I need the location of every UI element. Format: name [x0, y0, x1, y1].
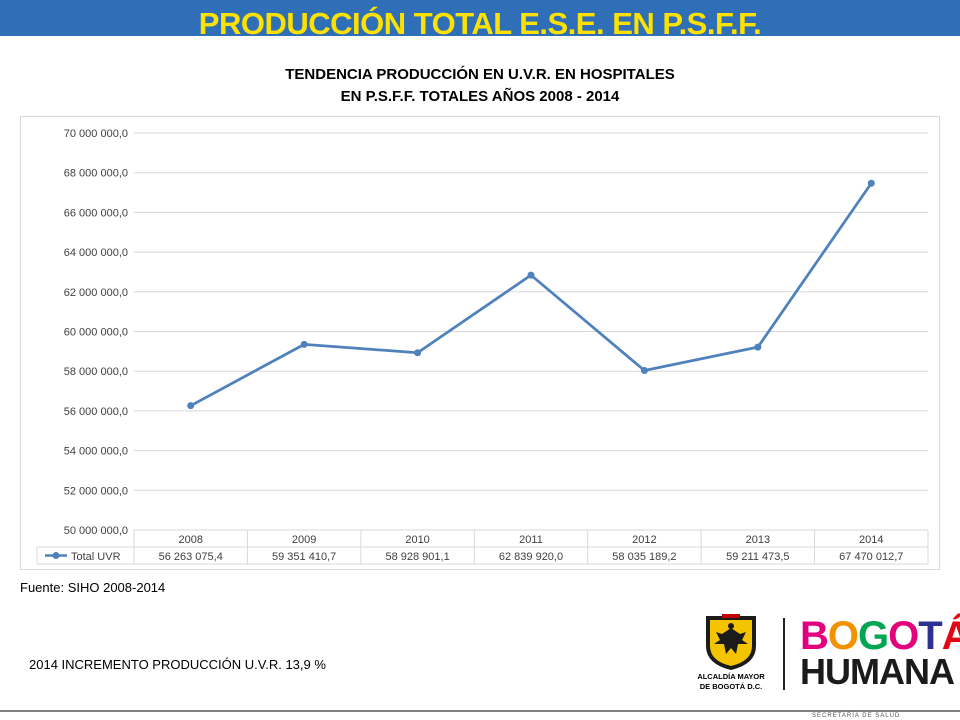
x-tick-label: 2009 — [292, 534, 316, 546]
bogota-letter: T — [918, 614, 942, 658]
series-line-total-uvr — [190, 182, 873, 407]
x-tick-label: 2008 — [178, 534, 202, 546]
data-point — [300, 340, 308, 348]
line-chart: 50 000 000,0 52 000 000,0 54 000 000,0 56 0… — [36, 128, 929, 565]
y-tick-label: 70 000 000,0 — [64, 128, 128, 140]
x-tick-label: 2014 — [859, 534, 883, 546]
humana-letter: M — [850, 651, 880, 692]
bogota-letter: B — [800, 614, 829, 658]
x-tick-label: 2010 — [405, 534, 429, 546]
chart-area: 50 000 000,0 52 000 000,0 54 000 000,0 56 0… — [20, 116, 940, 570]
coat-of-arms-icon — [706, 614, 756, 670]
y-tick-label: 60 000 000,0 — [64, 327, 128, 339]
humana-letter: A — [929, 651, 955, 692]
humana-letter: N — [904, 651, 930, 692]
data-point — [414, 349, 422, 357]
data-point — [754, 343, 762, 351]
bogota-letter: Á — [941, 614, 960, 658]
data-label: 62 839 920,0 — [499, 551, 563, 563]
footer-line — [0, 710, 960, 712]
increment-note: 2014 INCREMENTO PRODUCCIÓN U.V.R. 13,9 % — [29, 657, 326, 672]
y-tick-label: 66 000 000,0 — [64, 207, 128, 219]
bogota-letter: O — [827, 614, 859, 658]
humana-wordmark: HUMANA — [800, 651, 955, 692]
x-tick-label: 2012 — [632, 534, 656, 546]
legend-marker — [52, 552, 60, 559]
data-point — [640, 367, 648, 375]
footer-text: SECRETARÍA DE SALUD — [812, 713, 901, 719]
y-tick-label: 52 000 000,0 — [64, 485, 128, 497]
logo-divider — [783, 618, 785, 690]
bogota-letter: O — [888, 614, 919, 658]
humana-letter: H — [800, 651, 826, 692]
data-point — [867, 179, 875, 187]
title-bar — [0, 0, 960, 36]
y-tick-label: 68 000 000,0 — [64, 168, 128, 180]
data-label: 67 470 012,7 — [839, 551, 903, 563]
legend-label: Total UVR — [71, 551, 121, 563]
y-tick-label: 50 000 000,0 — [64, 525, 128, 537]
y-tick-label: 58 000 000,0 — [64, 366, 128, 378]
alcaldia-text-line1: ALCALDÍA MAYOR — [697, 672, 765, 681]
chart-title-line1: TENDENCIA PRODUCCIÓN EN U.V.R. EN HOSPIT… — [285, 66, 675, 83]
y-tick-label: 56 000 000,0 — [64, 406, 128, 418]
x-tick-label: 2013 — [746, 534, 770, 546]
x-tick-label: 2011 — [519, 534, 543, 546]
alcaldia-text: ALCALDÍA MAYOR DE BOGOTÁ D.C. — [692, 672, 770, 692]
data-label: 58 035 189,2 — [612, 551, 676, 563]
bogota-humana-logo: BOGOTÁ HUMANA — [800, 614, 960, 694]
data-label: 59 351 410,7 — [272, 551, 336, 563]
data-label: 58 928 901,1 — [385, 551, 449, 563]
data-label: 59 211 473,5 — [726, 551, 789, 563]
y-tick-label: 62 000 000,0 — [64, 287, 128, 299]
chart-title-line2: EN P.S.F.F. TOTALES AÑOS 2008 - 2014 — [340, 88, 620, 105]
source-note: Fuente: SIHO 2008-2014 — [20, 580, 166, 595]
data-point — [187, 402, 195, 410]
alcaldia-logo: ALCALDÍA MAYOR DE BOGOTÁ D.C. — [692, 612, 770, 698]
data-point — [527, 271, 535, 279]
y-tick-label: 54 000 000,0 — [64, 446, 128, 458]
data-label: 56 263 075,4 — [159, 551, 223, 563]
slide-title: PRODUCCIÓN TOTAL E.S.E. EN P.S.F.F. — [198, 6, 762, 36]
chart-title: TENDENCIA PRODUCCIÓN EN U.V.R. EN HOSPIT… — [0, 64, 960, 108]
humana-letter: A — [879, 651, 905, 692]
bogota-letter: G — [858, 614, 889, 658]
humana-letter: U — [825, 651, 851, 692]
bogota-wordmark: BOGOTÁ — [800, 616, 960, 656]
y-tick-label: 64 000 000,0 — [64, 247, 128, 259]
alcaldia-text-line2: DE BOGOTÁ D.C. — [699, 682, 763, 691]
